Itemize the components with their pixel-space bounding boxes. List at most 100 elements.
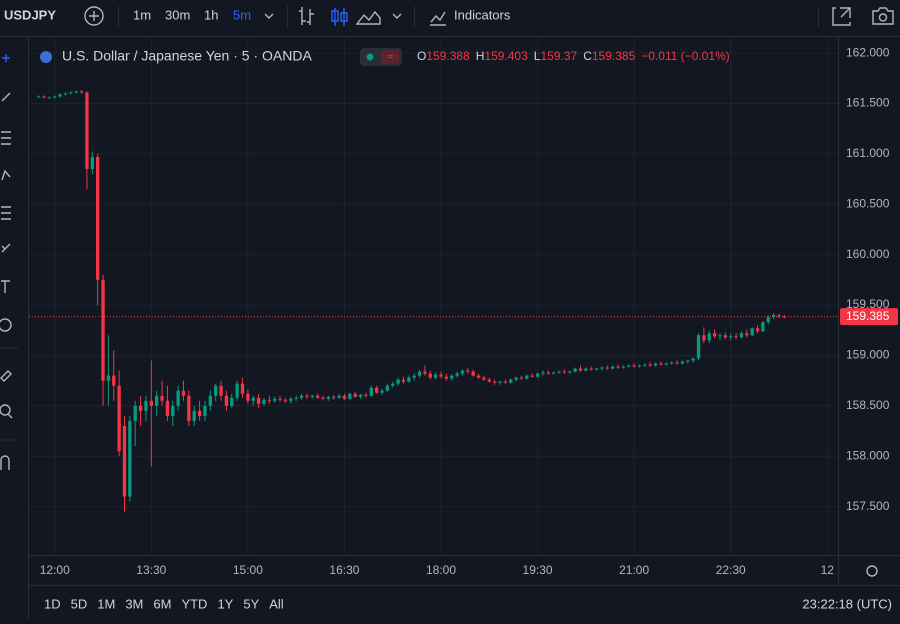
- candle-body: [535, 373, 540, 377]
- flag-icon: [40, 51, 52, 63]
- candle-body: [299, 395, 304, 398]
- range-button[interactable]: 1M: [97, 596, 115, 611]
- candle-body: [546, 372, 550, 374]
- interval[interactable]: 1h: [204, 7, 218, 22]
- candle-body: [219, 385, 223, 396]
- candle-body: [391, 383, 395, 386]
- range-button[interactable]: 6M: [153, 596, 171, 611]
- candle-body: [149, 400, 153, 406]
- x-tick-label: 13:30: [136, 563, 166, 577]
- candle-body: [36, 96, 41, 98]
- candle-body: [171, 405, 175, 416]
- candle-body: [562, 371, 567, 373]
- ohlc-key: O: [417, 49, 426, 63]
- range-button[interactable]: All: [269, 596, 284, 611]
- area-icon[interactable]: [355, 10, 381, 25]
- ohlc-key: L: [534, 49, 541, 63]
- candle-body: [417, 371, 422, 376]
- candle-body: [401, 379, 406, 382]
- range-buttons: 1D 5D 1M 3M 6M YTD 1Y 5Y All: [44, 596, 284, 611]
- candle-body: [766, 317, 770, 323]
- candle-body: [691, 358, 695, 361]
- candle-body: [128, 420, 132, 497]
- range-button[interactable]: YTD: [181, 596, 207, 611]
- camera[interactable]: [872, 7, 894, 25]
- dropdown[interactable]: [392, 13, 402, 19]
- candles-icon[interactable]: [331, 8, 348, 26]
- ohlc-legend: O159.388 H159.403 L159.37 C159.385 −0.011 (−…: [417, 49, 730, 63]
- candle-body: [573, 368, 577, 372]
- candle-body: [557, 371, 561, 373]
- candle-body: [621, 366, 626, 368]
- symbol[interactable]: USDJPY: [4, 7, 56, 22]
- candle-body: [750, 328, 754, 336]
- candle-body: [208, 395, 212, 406]
- candle-body: [525, 375, 529, 379]
- candle-body: [181, 390, 186, 396]
- bars-icon[interactable]: [299, 7, 314, 25]
- candle-body: [675, 362, 679, 364]
- candle-body: [165, 400, 170, 416]
- range-button[interactable]: 5D: [71, 596, 88, 611]
- candle-body: [616, 366, 620, 368]
- candle-body: [594, 368, 599, 370]
- candle-body: [69, 92, 73, 94]
- indicators-button[interactable]: Indicators: [454, 7, 511, 22]
- camera-lens: [878, 13, 888, 22]
- candle-body: [380, 390, 384, 393]
- candle-body: [192, 410, 196, 421]
- candle-body: [214, 385, 218, 396]
- range-button[interactable]: 1Y: [217, 596, 233, 611]
- candle-body: [58, 94, 62, 97]
- candle-body: [315, 395, 320, 398]
- candle-body: [278, 398, 282, 400]
- candle-body: [670, 362, 674, 364]
- range-button[interactable]: 3M: [125, 596, 143, 611]
- add-symbol[interactable]: [84, 6, 104, 26]
- last-price-box: [840, 308, 898, 326]
- candle-body: [90, 156, 94, 170]
- dropdown[interactable]: [264, 13, 274, 19]
- candle-body: [541, 372, 545, 374]
- candle-body: [696, 335, 701, 359]
- candle-body: [396, 379, 400, 384]
- ohlc-value: 159.388: [426, 49, 470, 63]
- settings[interactable]: [866, 565, 878, 577]
- interval[interactable]: 30m: [165, 7, 190, 22]
- candle-body: [310, 395, 314, 397]
- candle-body: [439, 374, 443, 377]
- candle-body: [283, 399, 288, 401]
- candle-body: [482, 377, 486, 380]
- candle-body: [530, 375, 534, 377]
- status-badge: [381, 50, 399, 64]
- candle-body: [321, 397, 325, 399]
- candle-body: [332, 396, 336, 398]
- candle-body: [122, 426, 127, 497]
- range-button[interactable]: 5Y: [243, 596, 259, 611]
- interval-active[interactable]: 5m: [233, 7, 251, 22]
- candle-body: [353, 393, 357, 397]
- candle-body: [230, 397, 234, 406]
- candle-body: [745, 333, 749, 336]
- drawing-tools[interactable]: [0, 54, 13, 470]
- interval[interactable]: 1m: [133, 7, 151, 22]
- snapshot-share[interactable]: [832, 7, 851, 26]
- candle-body: [273, 398, 277, 401]
- y-tick-label: 159.000: [846, 348, 890, 362]
- candle-body: [782, 316, 787, 318]
- y-tick-label: 160.000: [846, 247, 890, 261]
- x-tick-label: 19:30: [523, 563, 553, 577]
- candle-body: [106, 375, 111, 381]
- candle-body: [611, 366, 615, 369]
- candle-body: [289, 398, 293, 401]
- x-tick-label: 16:30: [329, 563, 359, 577]
- candle-body: [160, 395, 164, 401]
- candle-body: [112, 375, 116, 386]
- candle-body: [476, 375, 481, 378]
- candle-body: [734, 336, 738, 338]
- candle-body: [487, 379, 491, 382]
- candle-body: [433, 374, 438, 378]
- range-button[interactable]: 1D: [44, 596, 61, 611]
- candle-body: [224, 395, 229, 406]
- candle-body: [144, 400, 148, 411]
